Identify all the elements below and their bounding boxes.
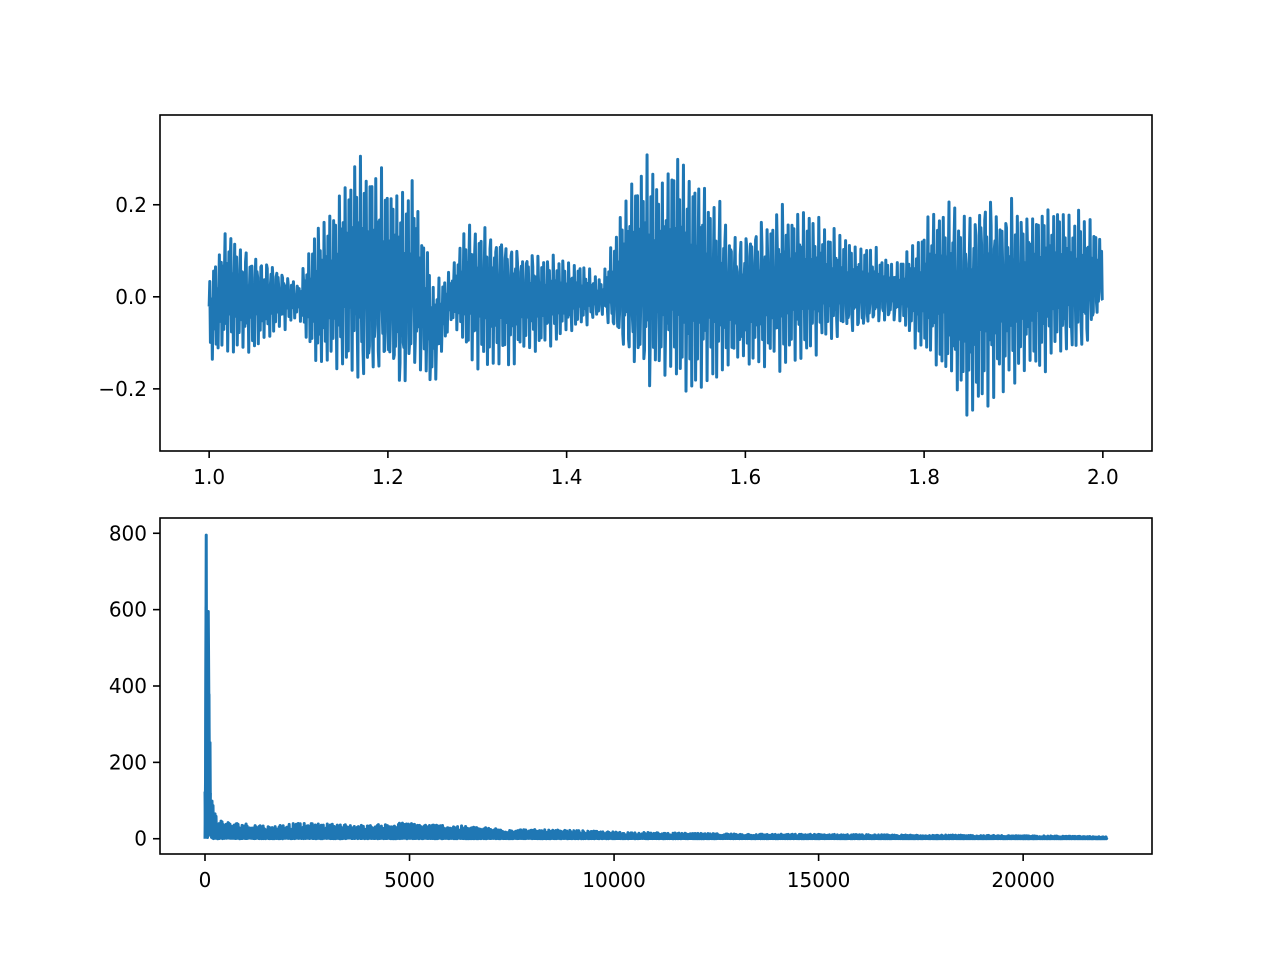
waveform-axes: 1.0 1.2 1.4 1.6 1.8 2.0 −0.2 0.0 0.2 <box>98 114 1153 489</box>
y-tick-label: 0.2 <box>115 193 147 217</box>
y-tick-label: 200 <box>109 750 147 774</box>
x-tick-label: 1.0 <box>193 465 225 489</box>
spectrum-series-line <box>203 606 1109 841</box>
axes-frame <box>159 114 1153 452</box>
x-tick-label: 5000 <box>384 868 435 892</box>
x-tick-label: 15000 <box>787 868 851 892</box>
x-tick-label: 10000 <box>582 868 646 892</box>
y-tick-label: 600 <box>109 598 147 622</box>
x-tick-label: 1.4 <box>551 465 583 489</box>
x-tick-label: 20000 <box>991 868 1055 892</box>
y-tick-label: −0.2 <box>98 377 147 401</box>
spectrum-axes: 0 5000 10000 15000 20000 0 200 400 600 800 <box>109 517 1153 892</box>
y-tick-label: 0.0 <box>115 285 147 309</box>
y-tick-label: 0 <box>134 827 147 851</box>
x-tick-label: 1.2 <box>372 465 404 489</box>
x-tick-label: 1.6 <box>729 465 761 489</box>
x-tick-label: 1.8 <box>908 465 940 489</box>
y-tick-label: 400 <box>109 674 147 698</box>
x-tick-label: 0 <box>199 868 212 892</box>
x-tick-label: 2.0 <box>1087 465 1119 489</box>
waveform-series-line <box>207 153 1105 417</box>
y-tick-label: 800 <box>109 521 147 545</box>
